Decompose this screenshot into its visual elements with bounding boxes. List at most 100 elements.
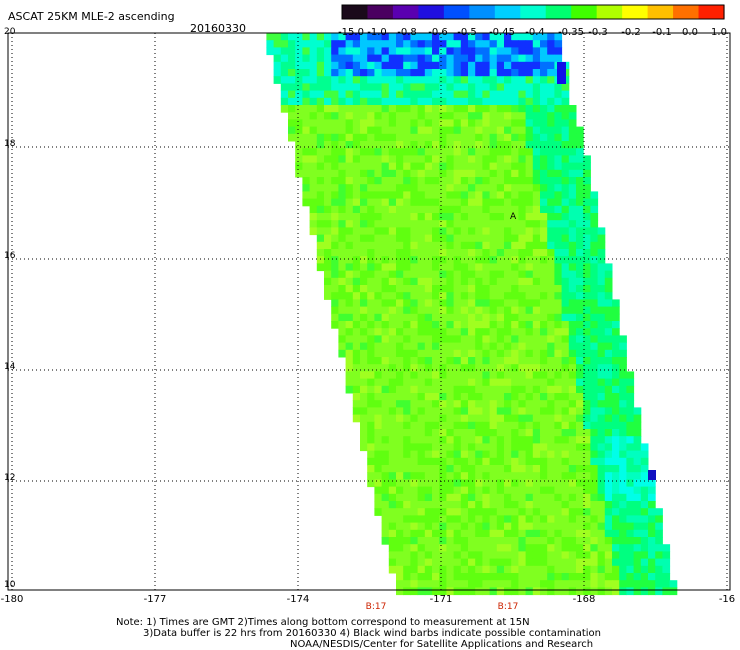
swath-cell [468,573,476,581]
swath-cell [453,479,462,488]
swath-cell [568,155,577,164]
swath-cell [583,565,591,574]
swath-cell [468,580,476,588]
swath-cell [396,349,404,358]
swath-cell [511,313,519,322]
swath-cell [568,479,577,488]
swath-cell [439,501,447,509]
swath-cell [554,141,563,149]
swath-cell [525,97,534,106]
swath-cell [324,97,332,106]
swath-cell [496,61,505,70]
swath-cell [424,551,433,560]
swath-cell [345,213,354,221]
swath-cell [640,479,649,488]
swath-cell [410,486,419,495]
swath-cell [338,342,347,351]
swath-cell [446,61,455,70]
swath-cell [633,580,642,588]
swath-cell [576,321,584,329]
swath-cell [597,558,606,567]
swath-cell [439,169,447,178]
swath-cell [532,436,541,444]
swath-cell [626,429,635,437]
swath-cell [468,54,476,63]
swath-cell [302,198,311,207]
swath-cell [432,436,440,444]
swath-cell [403,364,411,372]
swath-cell [288,90,296,99]
swath-cell [374,306,383,315]
swath-cell [612,385,620,394]
swath-cell [288,54,296,63]
swath-cell [410,33,419,41]
swath-cell [446,515,455,524]
swath-cell [489,515,498,524]
swath-cell [612,565,620,574]
swath-cell [511,565,519,574]
swath-cell [446,436,455,444]
swath-cell [525,479,534,488]
swath-cell [576,148,584,156]
swath-cell [475,400,483,408]
swath-cell [468,371,476,380]
swath-cell [453,565,462,574]
swath-cell [518,436,527,444]
swath-cell [504,364,512,372]
swath-cell [561,148,570,156]
swath-cell [496,205,505,214]
swath-cell [518,421,527,430]
swath-cell [612,321,620,329]
swath-cell [417,450,426,459]
swath-cell [388,457,397,466]
swath-cell [511,220,519,228]
swath-cell [439,40,447,48]
swath-cell [374,335,383,344]
swath-cell [453,486,462,495]
swath-cell [518,342,527,351]
swath-cell [518,393,527,401]
swath-cell [568,378,577,387]
swath-cell [489,47,498,56]
swath-cell [388,335,397,344]
swath-cell [597,292,606,300]
swath-cell [590,191,599,200]
swath-cell [597,349,606,358]
swath-cell [561,105,570,113]
swath-cell [439,126,447,135]
swath-cell [374,421,383,430]
swath-cell [403,112,411,120]
swath-cell [367,479,375,488]
swath-cell [424,83,433,92]
swath-cell [590,263,599,272]
swath-cell [273,40,282,48]
swath-cell [547,364,555,372]
swath-cell [590,299,599,308]
swath-cell [532,299,541,308]
swath-cell [403,213,411,221]
swath-cell [367,306,375,315]
swath-cell [576,234,584,243]
swath-cell [496,162,505,171]
swath-cell [612,479,620,488]
swath-cell [468,472,476,480]
swath-cell [352,141,361,149]
swath-cell [554,126,563,135]
swath-cell [532,515,541,524]
swath-cell [388,306,397,315]
swath-cell [511,61,519,70]
swath-cell [424,493,433,502]
swath-cell [432,184,440,192]
colorbar-label: -0.35 [558,27,584,38]
swath-cell [482,292,491,300]
swath-cell [576,529,584,538]
swath-cell [432,263,440,272]
swath-cell [360,177,368,185]
swath-cell [439,580,447,588]
swath-cell [424,364,433,372]
swath-cell [576,544,584,552]
swath-cell [352,213,361,221]
swath-cell [547,256,555,264]
swath-cell [424,328,433,336]
swath-cell [381,119,390,128]
